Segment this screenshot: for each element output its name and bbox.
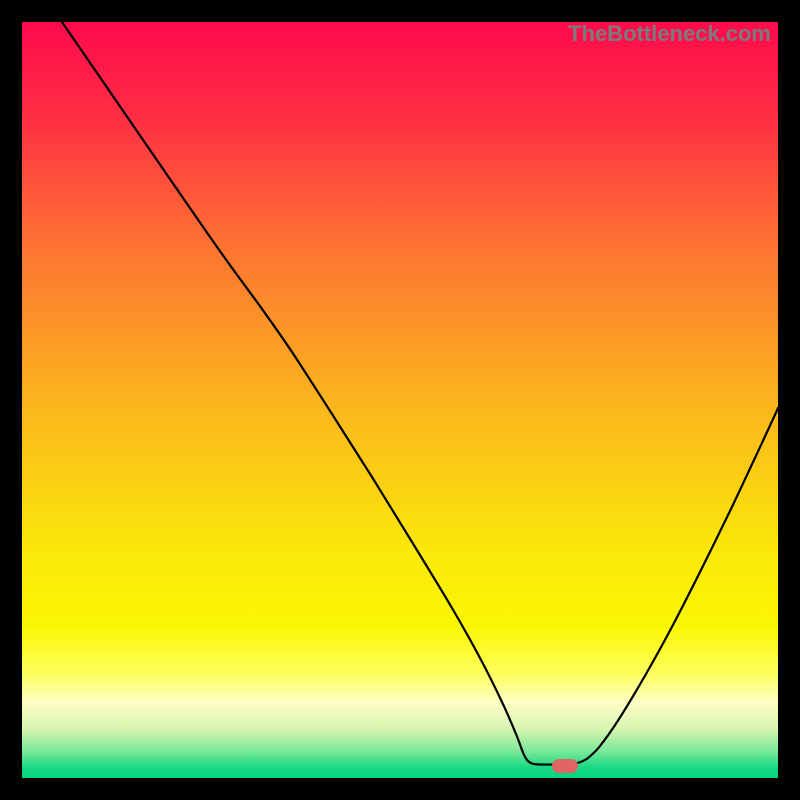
watermark-text: TheBottleneck.com xyxy=(568,21,771,47)
bottleneck-curve xyxy=(22,22,778,778)
plot-area: TheBottleneck.com xyxy=(22,22,778,778)
chart-root: TheBottleneck.com xyxy=(0,0,800,800)
optimal-marker xyxy=(552,759,578,773)
